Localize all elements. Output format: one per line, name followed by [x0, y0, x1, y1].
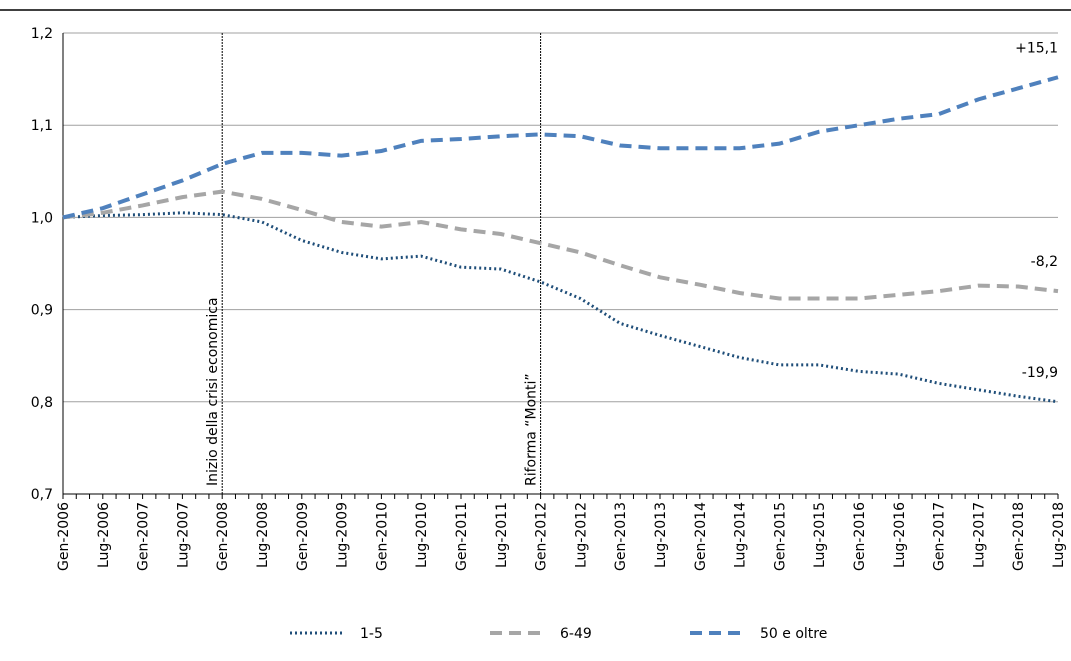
x-tick-label: Lug-2013 — [653, 502, 669, 568]
series-line — [62, 75, 1059, 220]
y-tick-label: 1,1 — [31, 118, 53, 134]
x-tick-label: Gen-2014 — [693, 502, 709, 571]
y-tick-label: 1,2 — [31, 26, 53, 42]
x-tick-label: Lug-2012 — [573, 502, 589, 568]
y-tick-label: 1,0 — [31, 210, 53, 226]
legend-label: 6-49 — [560, 626, 592, 642]
x-tick-label: Gen-2007 — [136, 502, 152, 571]
x-tick-label: Gen-2013 — [613, 502, 629, 571]
y-tick-label: 0,7 — [31, 487, 53, 503]
series-line — [62, 211, 1059, 404]
x-tick-label: Lug-2018 — [1051, 502, 1067, 568]
x-tick-label: Gen-2009 — [295, 502, 311, 571]
legend-label: 1-5 — [360, 626, 383, 642]
x-tick-label: Gen-2008 — [215, 502, 231, 571]
end-label: +15,1 — [1015, 40, 1058, 56]
x-tick-label: Lug-2009 — [335, 502, 351, 568]
x-tick-label: Gen-2010 — [374, 502, 390, 571]
x-tick-label: Lug-2008 — [255, 502, 271, 568]
x-tick-label: Lug-2015 — [812, 502, 828, 568]
x-tick-label: Lug-2006 — [96, 502, 112, 568]
x-tick-label: Lug-2016 — [892, 502, 908, 568]
x-tick-label: Lug-2010 — [414, 502, 430, 568]
x-tick-label: Gen-2006 — [56, 502, 72, 571]
x-tick-label: Lug-2007 — [175, 502, 191, 568]
event-label: Riforma “Monti” — [524, 373, 540, 486]
x-tick-label: Gen-2011 — [454, 502, 470, 571]
end-label: -8,2 — [1031, 254, 1058, 270]
x-tick-label: Lug-2017 — [971, 502, 987, 568]
x-tick-label: Gen-2016 — [852, 502, 868, 571]
x-tick-label: Gen-2015 — [772, 502, 788, 571]
y-tick-label: 0,8 — [31, 395, 53, 411]
series-line — [62, 189, 1059, 301]
event-label: Inizio della crisi economica — [205, 297, 221, 486]
x-tick-label: Gen-2018 — [1011, 502, 1027, 571]
x-tick-label: Gen-2012 — [534, 502, 550, 571]
y-tick-label: 0,9 — [31, 303, 53, 319]
x-tick-label: Lug-2011 — [494, 502, 510, 568]
end-label: -19,9 — [1022, 365, 1058, 381]
x-tick-label: Lug-2014 — [733, 502, 749, 568]
x-tick-label: Gen-2017 — [932, 502, 948, 571]
legend-label: 50 e oltre — [760, 626, 827, 642]
